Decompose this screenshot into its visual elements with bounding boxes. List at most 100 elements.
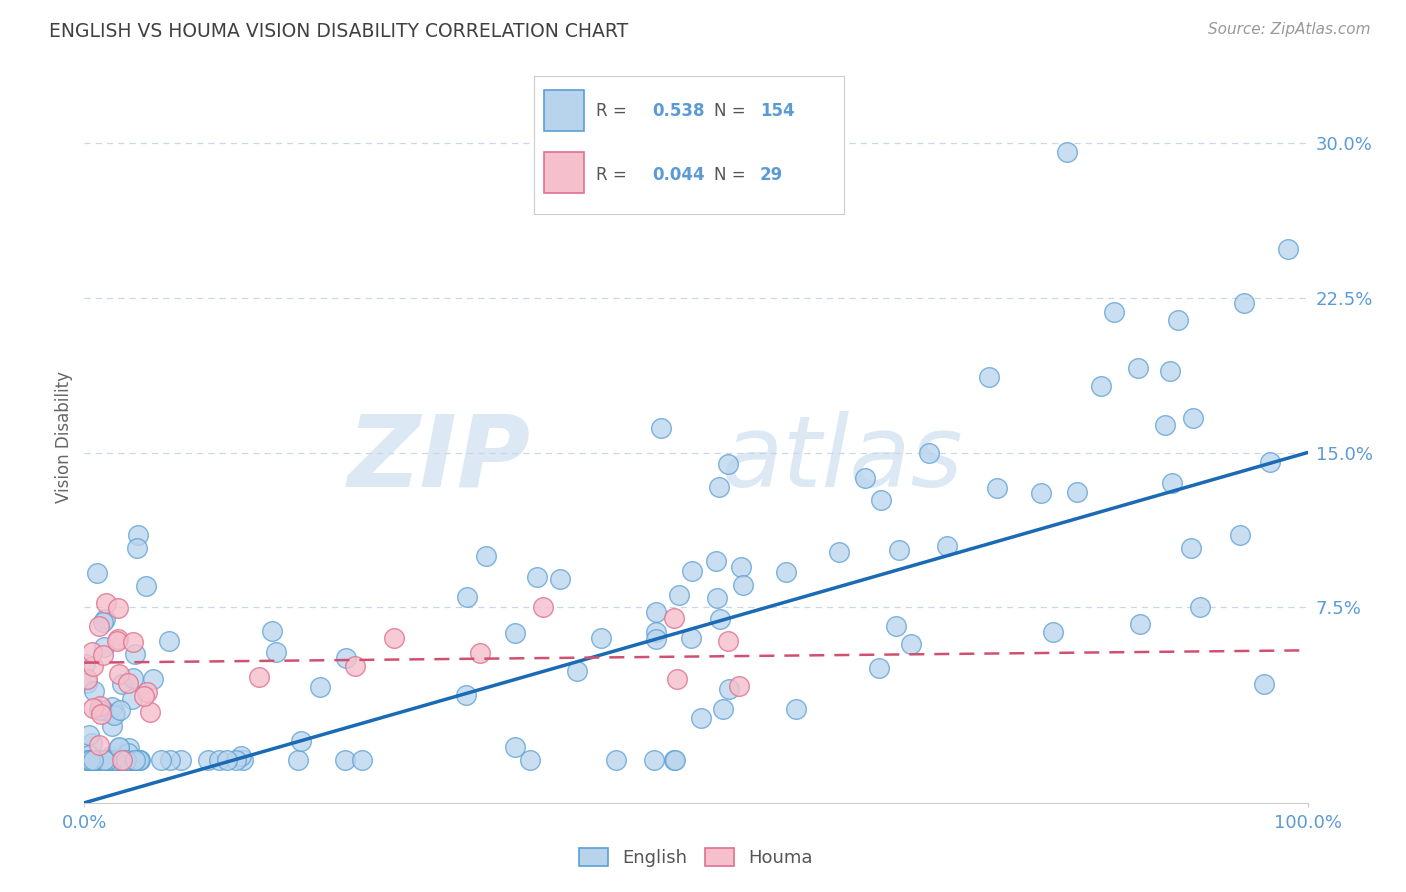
English xyxy=(86,566,108,581)
English xyxy=(936,539,959,553)
English xyxy=(80,735,103,749)
English xyxy=(127,527,149,541)
English xyxy=(1160,476,1182,491)
English xyxy=(643,752,665,766)
English xyxy=(93,752,115,766)
English xyxy=(526,570,548,584)
English xyxy=(122,671,145,685)
English xyxy=(1031,486,1053,500)
Houma xyxy=(531,599,554,614)
English xyxy=(730,559,752,574)
English xyxy=(1153,418,1175,433)
English xyxy=(644,625,666,640)
English xyxy=(104,752,127,766)
English xyxy=(124,647,146,661)
English xyxy=(986,482,1008,496)
Text: ZIP: ZIP xyxy=(347,410,531,508)
English xyxy=(1180,541,1202,556)
English xyxy=(1066,484,1088,499)
English xyxy=(1253,677,1275,691)
English xyxy=(733,578,755,592)
English xyxy=(104,706,127,721)
English xyxy=(889,542,911,557)
English xyxy=(1090,378,1112,392)
English xyxy=(103,752,125,766)
English xyxy=(775,566,797,580)
English xyxy=(159,752,181,766)
English xyxy=(115,752,138,766)
Text: 0.538: 0.538 xyxy=(652,102,704,120)
English xyxy=(91,703,114,717)
English xyxy=(86,752,108,766)
English xyxy=(1159,364,1181,378)
English xyxy=(662,752,685,766)
English xyxy=(264,645,287,659)
English xyxy=(681,565,703,579)
English xyxy=(86,752,108,766)
English xyxy=(121,752,143,766)
Houma xyxy=(89,699,111,714)
English xyxy=(689,711,711,725)
Houma xyxy=(717,634,740,648)
Houma xyxy=(117,676,139,690)
Text: 0.044: 0.044 xyxy=(652,166,704,184)
English xyxy=(87,703,110,717)
English xyxy=(668,588,690,602)
English xyxy=(150,752,173,766)
English xyxy=(290,734,312,748)
English xyxy=(98,752,121,766)
Bar xyxy=(544,89,583,131)
English xyxy=(217,752,239,766)
English xyxy=(117,746,139,760)
Houma xyxy=(107,600,129,615)
Houma xyxy=(94,596,117,610)
English xyxy=(1182,410,1205,425)
English xyxy=(135,579,157,593)
English xyxy=(717,457,740,471)
English xyxy=(83,752,105,766)
English xyxy=(96,752,118,766)
English xyxy=(101,700,124,714)
English xyxy=(868,661,890,675)
English xyxy=(589,632,612,646)
Text: 154: 154 xyxy=(761,102,794,120)
English xyxy=(713,702,735,716)
English xyxy=(333,752,356,766)
English xyxy=(142,672,165,686)
English xyxy=(124,752,146,766)
English xyxy=(977,369,1000,384)
Houma xyxy=(662,610,685,624)
English xyxy=(308,680,330,694)
Houma xyxy=(107,632,129,647)
English xyxy=(121,691,143,706)
Houma xyxy=(108,666,131,681)
English xyxy=(117,752,139,766)
English xyxy=(100,719,122,733)
English xyxy=(104,752,127,766)
Houma xyxy=(91,648,114,662)
Houma xyxy=(382,632,405,646)
Text: R =: R = xyxy=(596,166,633,184)
English xyxy=(76,752,98,766)
English xyxy=(1233,296,1256,310)
English xyxy=(124,752,146,766)
English xyxy=(94,612,117,626)
English xyxy=(128,752,150,766)
Text: N =: N = xyxy=(714,102,751,120)
English xyxy=(350,752,373,766)
English xyxy=(128,752,150,766)
Houma xyxy=(247,670,270,684)
Text: N =: N = xyxy=(714,166,751,184)
Y-axis label: Vision Disability: Vision Disability xyxy=(55,371,73,503)
Houma xyxy=(468,646,491,660)
English xyxy=(108,703,131,717)
English xyxy=(1258,455,1281,469)
English xyxy=(82,752,104,766)
Houma xyxy=(666,672,689,686)
Houma xyxy=(82,659,104,673)
Text: Source: ZipAtlas.com: Source: ZipAtlas.com xyxy=(1208,22,1371,37)
English xyxy=(1128,360,1150,375)
English xyxy=(232,752,254,766)
English xyxy=(1042,625,1064,640)
English xyxy=(77,752,100,766)
